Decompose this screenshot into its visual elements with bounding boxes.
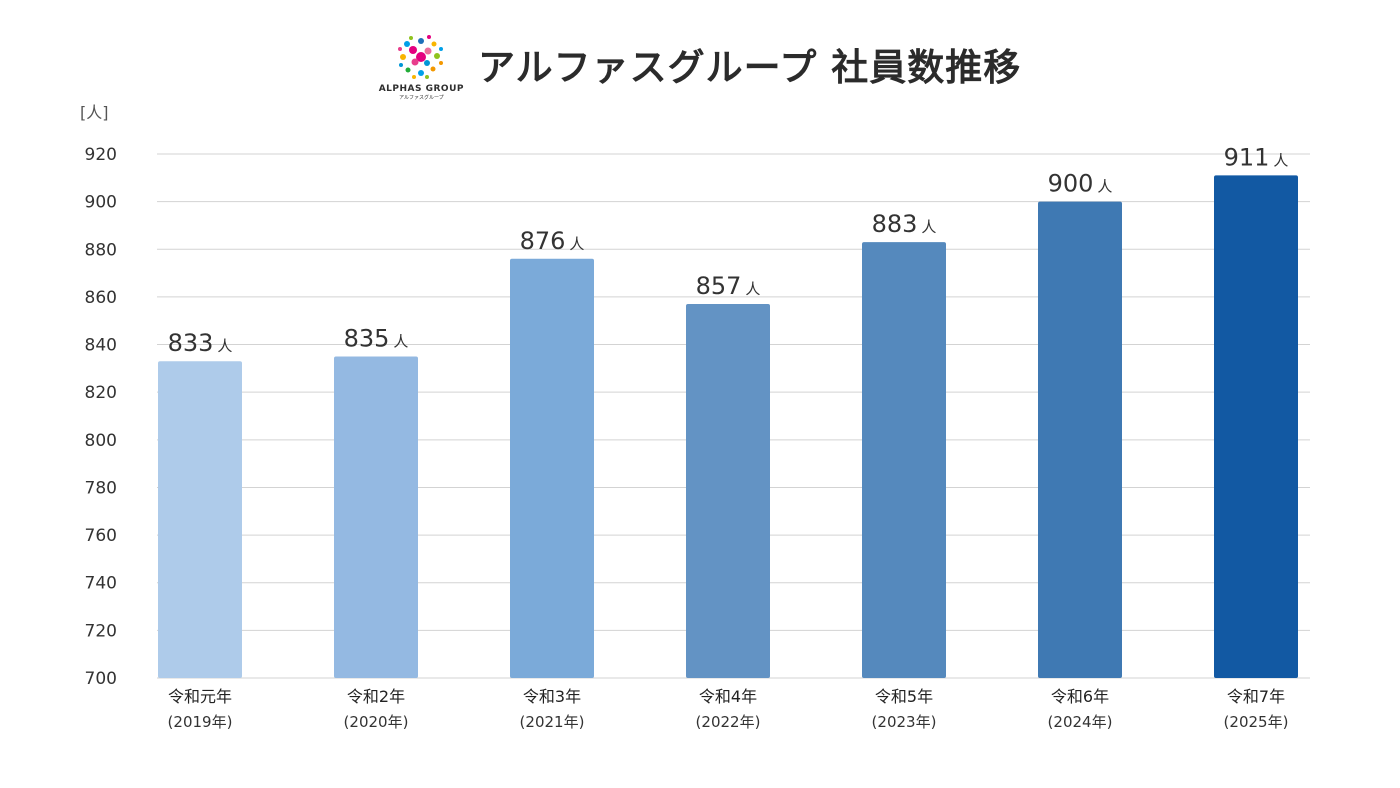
data-label: 911 人 <box>1224 143 1289 171</box>
y-tick-label: 740 <box>85 574 117 594</box>
data-label-unit: 人 <box>569 235 584 253</box>
x-category-label: 令和元年 <box>168 687 232 706</box>
x-category-label: 令和4年 <box>699 687 757 706</box>
y-tick-label: 720 <box>85 621 117 641</box>
x-category-label: 令和6年 <box>1051 687 1109 706</box>
logo-mark-icon <box>398 34 444 79</box>
y-axis-label: [人] <box>80 103 109 122</box>
y-tick-label: 820 <box>85 383 117 403</box>
x-category-year: (2025年) <box>1224 713 1289 731</box>
data-label-value: 876 <box>520 227 566 255</box>
bars <box>158 175 1298 679</box>
x-category-label: 令和7年 <box>1227 687 1285 706</box>
y-tick-label: 700 <box>85 669 117 689</box>
data-label-value: 900 <box>1048 170 1094 198</box>
bar <box>1214 175 1298 678</box>
x-category-year: (2024年) <box>1048 713 1113 731</box>
data-label: 835 人 <box>344 324 409 352</box>
data-label: 876 人 <box>520 227 585 255</box>
data-label-value: 833 <box>168 329 214 357</box>
y-tick-label: 900 <box>85 193 117 213</box>
bar <box>158 361 242 678</box>
x-category-year: (2020年) <box>344 713 409 731</box>
data-label-value: 857 <box>696 272 742 300</box>
bar <box>1038 201 1122 679</box>
y-tick-label: 760 <box>85 526 117 546</box>
data-label: 833 人 <box>168 329 233 357</box>
bar <box>510 258 594 678</box>
y-axis-ticks: 700 720 740 760 780 800 820 840 860 880 900 920 <box>85 145 117 689</box>
data-label-unit: 人 <box>745 280 760 298</box>
data-label-unit: 人 <box>217 337 232 355</box>
data-label-value: 835 <box>344 324 390 352</box>
x-category-year: (2021年) <box>520 713 585 731</box>
chart-title: アルファスグループ 社員数推移 <box>478 46 1022 89</box>
logo-text: ALPHAS GROUP <box>378 83 464 94</box>
data-label-unit: 人 <box>1097 178 1112 196</box>
x-category-year: (2022年) <box>696 713 761 731</box>
bar <box>862 242 946 679</box>
bar <box>686 304 770 678</box>
y-tick-label: 920 <box>85 145 117 165</box>
data-label: 883 人 <box>872 210 937 238</box>
x-category-label: 令和2年 <box>347 687 405 706</box>
x-axis-categories: 令和元年 (2019年) 令和2年 (2020年) 令和3年 (2021年) 令和4年 (20… <box>168 687 1289 731</box>
data-label-unit: 人 <box>393 332 408 350</box>
data-label-value: 911 <box>1224 143 1270 171</box>
y-tick-label: 880 <box>85 240 117 260</box>
data-label: 900 人 <box>1048 170 1113 198</box>
data-label-value: 883 <box>872 210 918 238</box>
chart-header: ALPHAS GROUP アルファスグループ アルファスグループ 社員数推移 <box>0 24 1400 104</box>
x-category-label: 令和5年 <box>875 687 933 706</box>
data-label-unit: 人 <box>1273 151 1288 169</box>
y-tick-label: 840 <box>85 336 117 356</box>
x-category-year: (2023年) <box>872 713 937 731</box>
x-category-year: (2019年) <box>168 713 233 731</box>
y-tick-label: 800 <box>85 431 117 451</box>
x-category-label: 令和3年 <box>523 687 581 706</box>
logo-subtext: アルファスグループ <box>399 94 444 101</box>
data-label-unit: 人 <box>921 218 936 236</box>
y-tick-label: 780 <box>85 478 117 498</box>
company-logo: ALPHAS GROUP アルファスグループ <box>379 32 464 101</box>
y-tick-label: 860 <box>85 288 117 308</box>
data-label: 857 人 <box>696 272 761 300</box>
bar <box>334 356 418 678</box>
